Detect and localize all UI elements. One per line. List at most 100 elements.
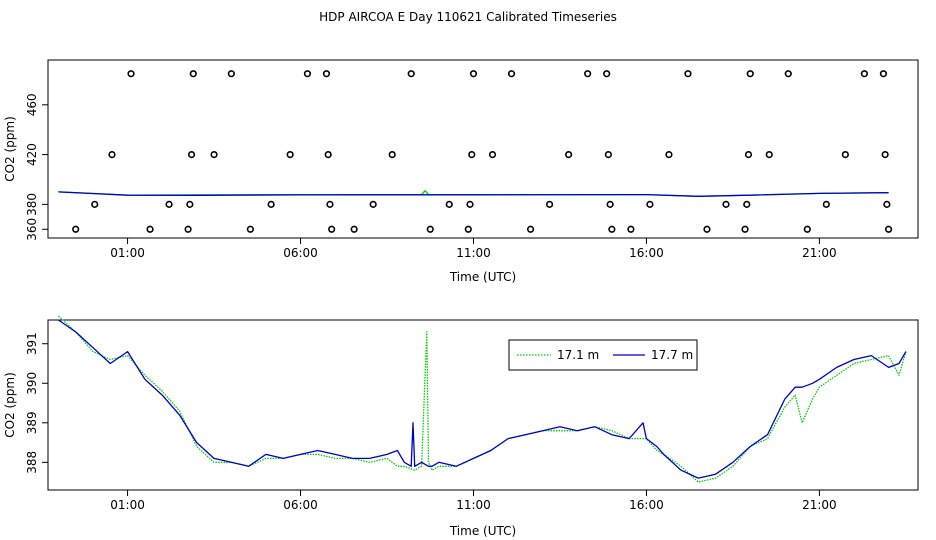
top-data-point xyxy=(227,70,235,78)
top-panel: 01:00 06:00 11:00 16:00 21:00 360 380 420 460 Ti… xyxy=(3,59,919,284)
top-data-point xyxy=(189,70,197,78)
top-data-point xyxy=(286,151,294,159)
top-data-point xyxy=(466,200,474,208)
top-data-point xyxy=(426,225,434,233)
top-y-tick-label: 420 xyxy=(25,143,39,166)
bottom-x-tick-label: 11:00 xyxy=(456,498,491,512)
top-data-point xyxy=(369,200,377,208)
top-x-tick-label: 11:00 xyxy=(456,246,491,260)
top-data-point xyxy=(146,225,154,233)
bottom-y-tick-label: 388 xyxy=(25,451,39,474)
top-data-point xyxy=(507,70,516,78)
bottom-x-tick-label: 01:00 xyxy=(110,498,145,512)
top-data-point xyxy=(746,70,754,78)
top-data-point xyxy=(604,151,612,159)
legend-box xyxy=(508,339,698,371)
top-x-tick-label: 16:00 xyxy=(629,246,664,260)
top-data-point xyxy=(127,70,135,78)
top-data-point xyxy=(210,151,218,159)
top-data-point xyxy=(184,225,192,233)
bottom-x-tick-label: 06:00 xyxy=(283,498,318,512)
top-x-axis-label: Time (UTC) xyxy=(449,270,516,284)
top-data-point xyxy=(545,200,554,208)
top-data-point xyxy=(883,200,891,208)
top-data-point xyxy=(603,70,611,78)
top-x-tick-label: 06:00 xyxy=(283,246,318,260)
top-data-point xyxy=(584,70,592,78)
top-data-point xyxy=(784,70,792,78)
top-points-group xyxy=(72,70,893,233)
top-data-point xyxy=(186,200,194,208)
top-series-group xyxy=(58,190,889,197)
top-data-point xyxy=(91,200,99,208)
top-data-point xyxy=(187,151,196,159)
bottom-plot-frame xyxy=(47,319,919,491)
top-data-point xyxy=(468,151,476,159)
top-data-point xyxy=(879,70,888,78)
bottom-x-tick-label: 16:00 xyxy=(629,498,664,512)
top-data-point xyxy=(627,225,635,233)
top-data-point xyxy=(743,200,751,208)
top-data-point xyxy=(165,200,173,208)
top-data-point xyxy=(744,151,753,159)
top-data-point xyxy=(350,225,358,233)
top-data-point xyxy=(488,151,497,159)
top-x-tick-label: 21:00 xyxy=(802,246,837,260)
top-axes-group: 01:00 06:00 11:00 16:00 21:00 360 380 420 460 xyxy=(25,93,837,260)
bottom-y-tick-label: 390 xyxy=(25,372,39,395)
top-y-tick-label: 360 xyxy=(25,218,39,241)
legend-label-17-7m: 17.7 m xyxy=(651,348,693,362)
top-plot-frame xyxy=(47,59,919,239)
top-data-point xyxy=(72,225,80,233)
top-data-point xyxy=(822,200,830,208)
top-data-point xyxy=(526,225,535,233)
bottom-series-group xyxy=(57,315,907,483)
top-data-point xyxy=(267,200,275,208)
top-data-point xyxy=(608,225,616,233)
top-data-point xyxy=(565,151,573,159)
bottom-y-tick-label: 389 xyxy=(25,411,39,434)
top-data-point xyxy=(860,70,868,78)
top-series-line-1 xyxy=(58,191,889,197)
top-y-axis-label: CO2 (ppm) xyxy=(3,116,17,182)
bottom-y-axis-label: CO2 (ppm) xyxy=(3,372,17,438)
top-data-point xyxy=(803,225,811,233)
bottom-series-line-17-1-m xyxy=(57,315,907,483)
top-y-tick-label: 380 xyxy=(25,193,39,216)
bottom-panel: 01:00 06:00 11:00 16:00 21:00 388 389 390 391 Ti… xyxy=(3,315,919,538)
bottom-y-tick-label: 391 xyxy=(25,332,39,355)
top-data-point xyxy=(407,70,415,78)
bottom-x-tick-label: 21:00 xyxy=(802,498,837,512)
top-data-point xyxy=(646,200,654,208)
top-data-point xyxy=(445,200,453,208)
top-y-tick-label: 460 xyxy=(25,93,39,116)
legend-label-17-1m: 17.1 m xyxy=(557,348,599,362)
top-x-tick-label: 01:00 xyxy=(110,246,145,260)
top-data-point xyxy=(246,225,254,233)
bottom-series-line-17-7-m xyxy=(58,319,907,479)
top-data-point xyxy=(665,151,673,159)
top-data-point xyxy=(326,200,334,208)
bottom-x-axis-label: Time (UTC) xyxy=(449,524,516,538)
top-data-point xyxy=(108,151,116,159)
top-data-point xyxy=(464,225,472,233)
top-data-point xyxy=(884,225,893,233)
top-data-point xyxy=(765,151,773,159)
top-data-point xyxy=(703,225,711,233)
top-data-point xyxy=(606,200,614,208)
top-data-point xyxy=(722,200,730,208)
top-data-point xyxy=(841,151,849,159)
top-data-point xyxy=(328,225,336,233)
legend: 17.1 m 17.7 m xyxy=(508,339,698,371)
top-data-point xyxy=(388,151,396,159)
bottom-axes-group: 01:00 06:00 11:00 16:00 21:00 388 389 390 391 xyxy=(25,332,837,512)
top-data-point xyxy=(322,70,331,78)
top-data-point xyxy=(324,151,332,159)
top-data-point xyxy=(684,70,692,78)
top-data-point xyxy=(469,70,478,78)
top-data-point xyxy=(741,225,749,233)
top-data-point xyxy=(881,151,889,159)
top-data-point xyxy=(303,70,312,78)
figure-title: HDP AIRCOA E Day 110621 Calibrated Times… xyxy=(319,10,617,24)
